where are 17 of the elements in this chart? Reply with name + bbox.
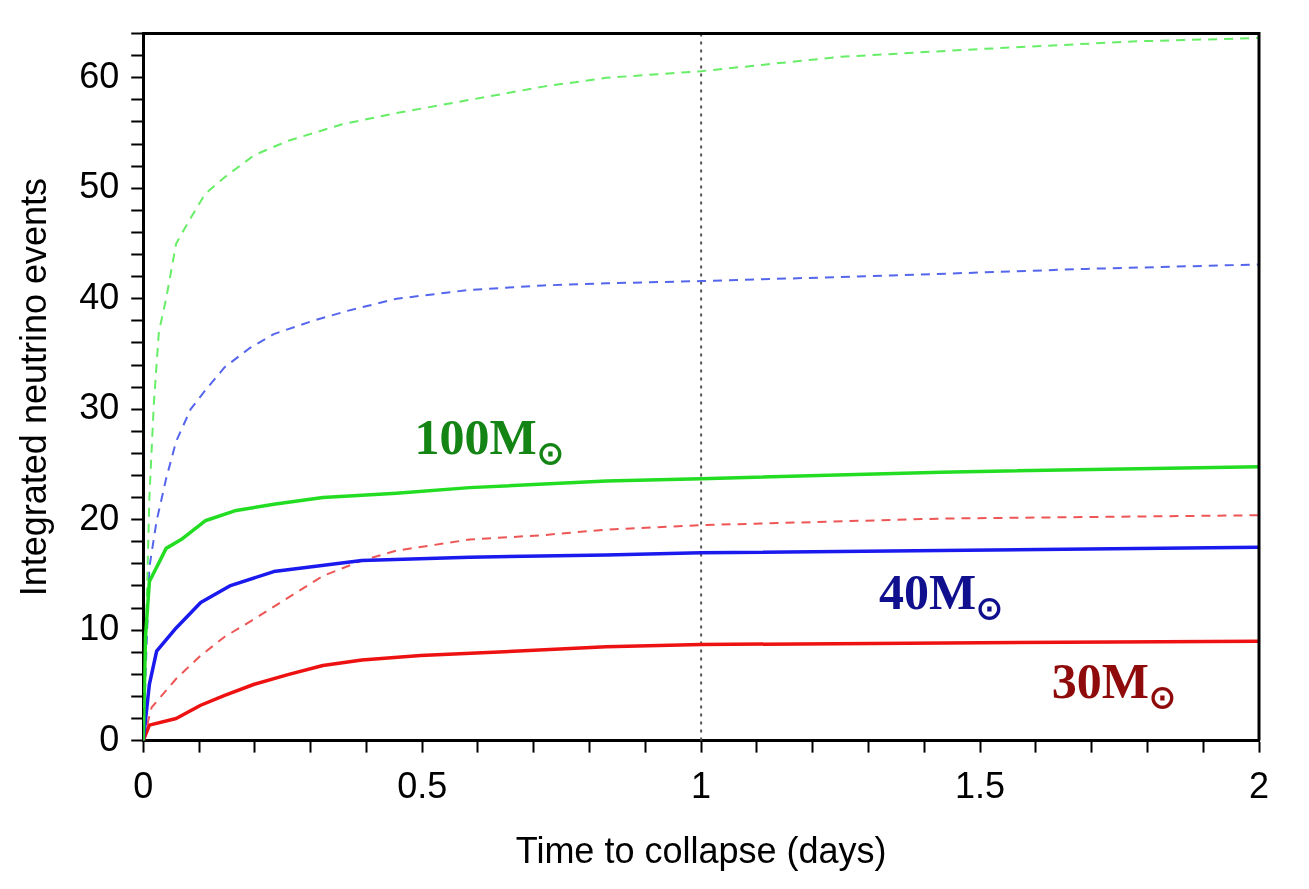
x-tick-label: 1 xyxy=(691,765,712,807)
annotation: 40M⊙ xyxy=(878,564,1004,627)
x-tick-label: 2 xyxy=(1248,765,1270,807)
y-tick-label: 20 xyxy=(79,496,120,538)
y-tick-label: 10 xyxy=(79,607,120,649)
y-tick-label: 60 xyxy=(79,54,120,96)
annotation: 100M⊙ xyxy=(414,408,564,471)
y-tick-label: 50 xyxy=(79,165,120,207)
y-tick-label: 30 xyxy=(79,386,120,428)
y-axis-title: Integrated neutrino events xyxy=(12,177,54,597)
y-tick-label: 40 xyxy=(79,275,120,317)
x-tick-label: 0.5 xyxy=(397,765,448,807)
x-tick-label: 0 xyxy=(133,765,154,807)
y-tick-label: 0 xyxy=(99,717,120,759)
x-tick-label: 1.5 xyxy=(955,765,1006,807)
annotation: 30M⊙ xyxy=(1051,652,1177,715)
x-axis-title: Time to collapse (days) xyxy=(515,830,887,872)
